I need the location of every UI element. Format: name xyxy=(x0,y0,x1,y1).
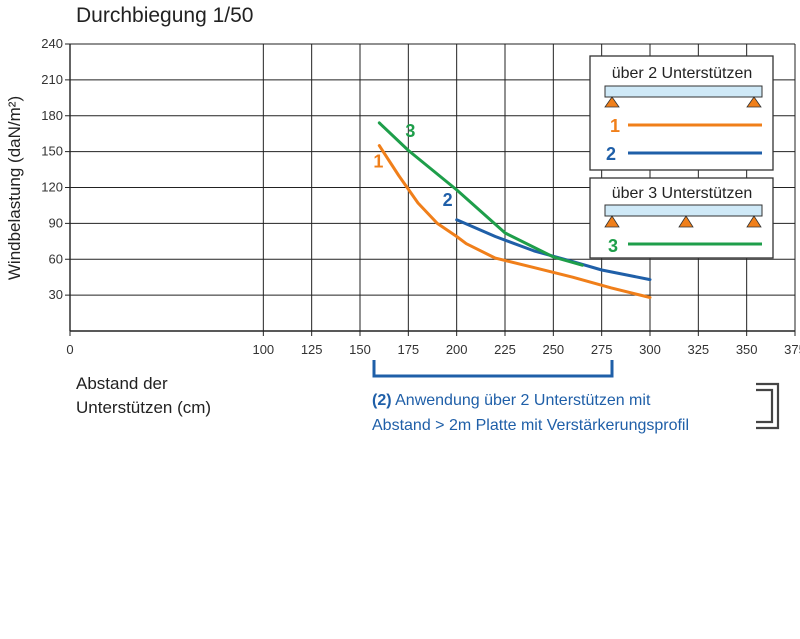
series-labels: 1 2 3 xyxy=(373,121,452,210)
series-label-1: 1 xyxy=(373,152,383,172)
x-tick-label: 300 xyxy=(639,342,661,357)
x-tick-label: 100 xyxy=(252,342,274,357)
beam-icon xyxy=(604,204,763,217)
y-tick-labels: 30 60 90 120 150 180 210 240 xyxy=(41,36,63,302)
y-tick-label: 90 xyxy=(49,215,63,230)
x-axis-label-line1: Abstand der xyxy=(76,374,168,393)
support-icon xyxy=(746,96,762,108)
range-bracket xyxy=(372,360,614,378)
annotation-line2: Abstand > 2m Platte mit Verstärkerungspr… xyxy=(372,417,689,434)
y-tick-label: 210 xyxy=(41,72,63,87)
y-tick-label: 150 xyxy=(41,144,63,159)
y-tick-label: 120 xyxy=(41,180,63,195)
x-tick-label: 175 xyxy=(397,342,419,357)
x-tick-label: 225 xyxy=(494,342,516,357)
legend-label-1: 1 xyxy=(610,116,620,136)
legend-title-2-supports: über 2 Unterstützen xyxy=(612,65,753,82)
series-label-2: 2 xyxy=(443,190,453,210)
series-line-1 xyxy=(377,144,652,299)
legend-box-3-supports: über 3 Unterstützen 3 xyxy=(589,177,774,259)
chart-title: Durchbiegung 1/50 xyxy=(76,4,253,27)
legend-title-3-supports: über 3 Unterstützen xyxy=(612,185,753,202)
y-axis-label: Windbelastung (daN/m²) xyxy=(5,96,24,280)
x-axis-label-line2: Unterstützen (cm) xyxy=(76,398,211,417)
legend-box-2-supports: über 2 Unterstützen 1 2 xyxy=(589,55,774,171)
series-label-3: 3 xyxy=(405,121,415,141)
legend-label-3: 3 xyxy=(608,236,618,256)
x-tick-label: 350 xyxy=(736,342,758,357)
y-tick-label: 180 xyxy=(41,108,63,123)
y-tick-label: 30 xyxy=(49,287,63,302)
x-tick-label: 325 xyxy=(687,342,709,357)
support-icon xyxy=(746,215,762,228)
x-tick-label: 275 xyxy=(591,342,613,357)
support-icon xyxy=(604,215,620,228)
y-tick-label: 240 xyxy=(41,36,63,51)
series-line-3 xyxy=(377,121,584,267)
profile-icon xyxy=(756,382,780,430)
x-tick-label: 125 xyxy=(301,342,323,357)
beam-icon xyxy=(604,85,763,98)
y-tick-label: 60 xyxy=(49,251,63,266)
support-icon xyxy=(604,96,620,108)
legend-label-2: 2 xyxy=(606,144,616,164)
series-lines xyxy=(377,121,652,299)
x-tick-label: 375 xyxy=(784,342,800,357)
x-tick-label: 250 xyxy=(542,342,564,357)
x-tick-label: 0 xyxy=(66,342,73,357)
x-tick-labels: 0 100 125 150 175 200 225 250 275 300 325 350 375 xyxy=(66,342,800,357)
x-tick-label: 200 xyxy=(446,342,468,357)
support-icon xyxy=(678,215,694,228)
annotation-line1: (2) Anwendung über 2 Unterstützen mit xyxy=(372,392,651,409)
x-tick-label: 150 xyxy=(349,342,371,357)
